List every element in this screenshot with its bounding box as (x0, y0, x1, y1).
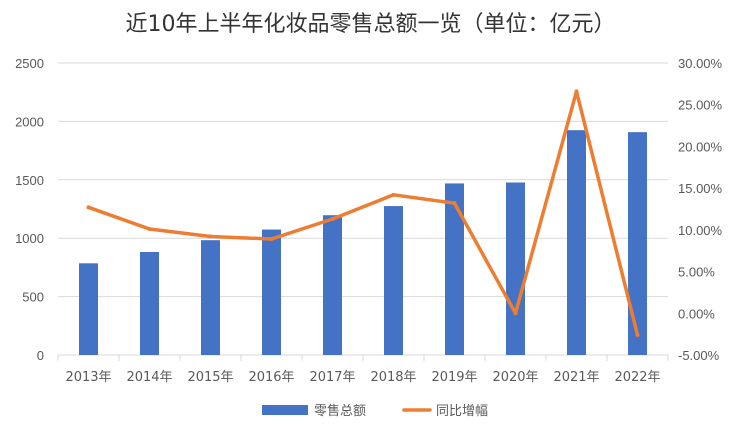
right-tick-label: 0.00% (678, 306, 715, 321)
line-point (330, 217, 335, 222)
category-label: 2016年 (248, 370, 294, 385)
line-point (208, 234, 213, 239)
category-label: 2019年 (431, 370, 477, 385)
bar (567, 130, 586, 355)
bar (79, 263, 98, 355)
left-tick-label: 500 (22, 290, 44, 305)
right-tick-label: -5.00% (678, 348, 720, 363)
left-tick-label: 0 (37, 348, 44, 363)
legend-label: 同比增幅 (436, 404, 488, 419)
left-tick-label: 2000 (15, 114, 44, 129)
right-tick-label: 15.00% (678, 181, 723, 196)
line-series (86, 89, 640, 337)
bar (140, 251, 159, 355)
legend-label: 零售总额 (314, 403, 366, 419)
right-tick-label: 20.00% (678, 139, 723, 154)
right-tick-label: 10.00% (678, 223, 723, 238)
category-label: 2020年 (492, 370, 538, 385)
category-label: 2015年 (187, 370, 233, 385)
line-point (574, 89, 579, 94)
chart-title: 近10年上半年化妆品零售总额一览（单位：亿元） (125, 12, 616, 37)
right-axis: -5.00% 0.00% 5.00% 10.00% 15.00% 20.00% 25.00%… (678, 56, 723, 363)
line-point (391, 192, 396, 197)
left-tick-label: 1500 (15, 173, 44, 188)
category-axis: 2013年 2014年 2015年 2016年 2017年 2018年 2019年 2020年… (57, 355, 669, 385)
line-point (513, 311, 518, 316)
gridlines (58, 62, 668, 356)
bar (384, 206, 403, 355)
right-tick-label: 5.00% (678, 265, 715, 280)
category-label: 2014年 (126, 370, 172, 385)
left-tick-label: 1000 (15, 231, 44, 246)
line-point (452, 201, 457, 206)
right-tick-label: 25.00% (678, 98, 723, 113)
line-point (635, 332, 640, 337)
line-point (269, 237, 274, 242)
bar (323, 215, 342, 355)
legend-swatch-bar (262, 405, 308, 415)
category-label: 2018年 (370, 370, 416, 385)
category-label: 2021年 (553, 370, 599, 385)
bar (262, 229, 281, 355)
bar (201, 240, 220, 355)
left-tick-label: 2500 (15, 56, 44, 71)
line-point (147, 227, 152, 232)
line-series-path (86, 89, 640, 337)
bar (628, 132, 647, 355)
left-axis: 0 500 1000 1500 2000 2500 (15, 56, 44, 363)
legend: 零售总额 同比增幅 (262, 403, 488, 419)
category-label: 2022年 (614, 370, 660, 385)
bar-series (79, 130, 647, 355)
right-tick-label: 30.00% (678, 56, 723, 71)
bar (445, 183, 464, 355)
category-label: 2013年 (65, 370, 111, 385)
line-point (86, 205, 91, 210)
bar (506, 182, 525, 355)
category-label: 2017年 (309, 370, 355, 385)
